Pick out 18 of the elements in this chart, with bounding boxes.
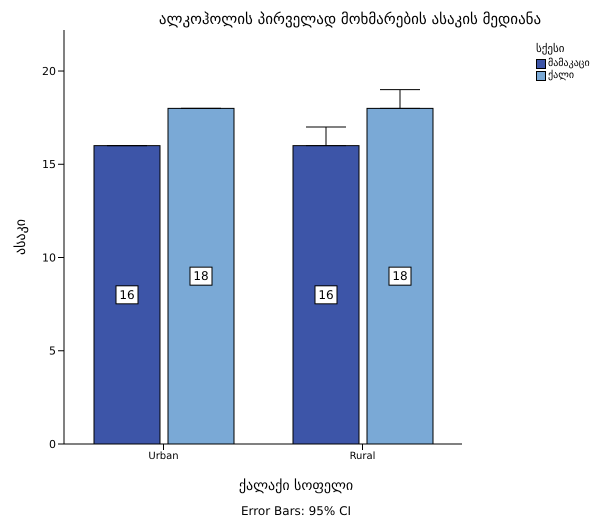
y-axis-title: ასაკი bbox=[12, 219, 29, 255]
y-tick-label: 15 bbox=[42, 158, 56, 172]
x-axis-title: ქალაქი სოფელი bbox=[238, 478, 354, 494]
y-tick-label: 5 bbox=[49, 344, 56, 358]
data-label: 16 bbox=[318, 288, 334, 302]
legend-label: მამაკაცი bbox=[548, 58, 590, 70]
text: Error Bars: 95% CI bbox=[240, 504, 352, 518]
data-label: 16 bbox=[119, 288, 135, 302]
x-tick-label: Rural bbox=[350, 451, 376, 462]
data-label: 18 bbox=[193, 269, 209, 284]
legend-label: ქალი bbox=[548, 70, 574, 82]
y-tick-label: 0 bbox=[49, 438, 56, 451]
data-label: 18 bbox=[392, 269, 408, 284]
legend-title: სქესი bbox=[536, 42, 566, 55]
chart-title: ალკოჰოლის პირველად მოხმარების ასაკის მედიანა bbox=[158, 10, 542, 28]
y-tick-label: 10 bbox=[42, 251, 56, 264]
x-tick-label: Urban bbox=[148, 451, 179, 462]
y-tick-label: 20 bbox=[42, 64, 56, 78]
